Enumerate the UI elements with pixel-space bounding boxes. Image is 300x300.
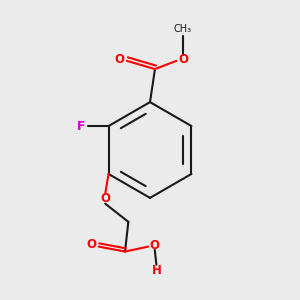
Text: CH₃: CH₃ [174,24,192,34]
Text: H: H [152,264,161,277]
Text: O: O [178,53,188,66]
Text: O: O [150,239,160,252]
Text: O: O [100,192,110,205]
Text: O: O [86,238,96,251]
Text: F: F [77,120,85,133]
Text: O: O [115,53,124,66]
